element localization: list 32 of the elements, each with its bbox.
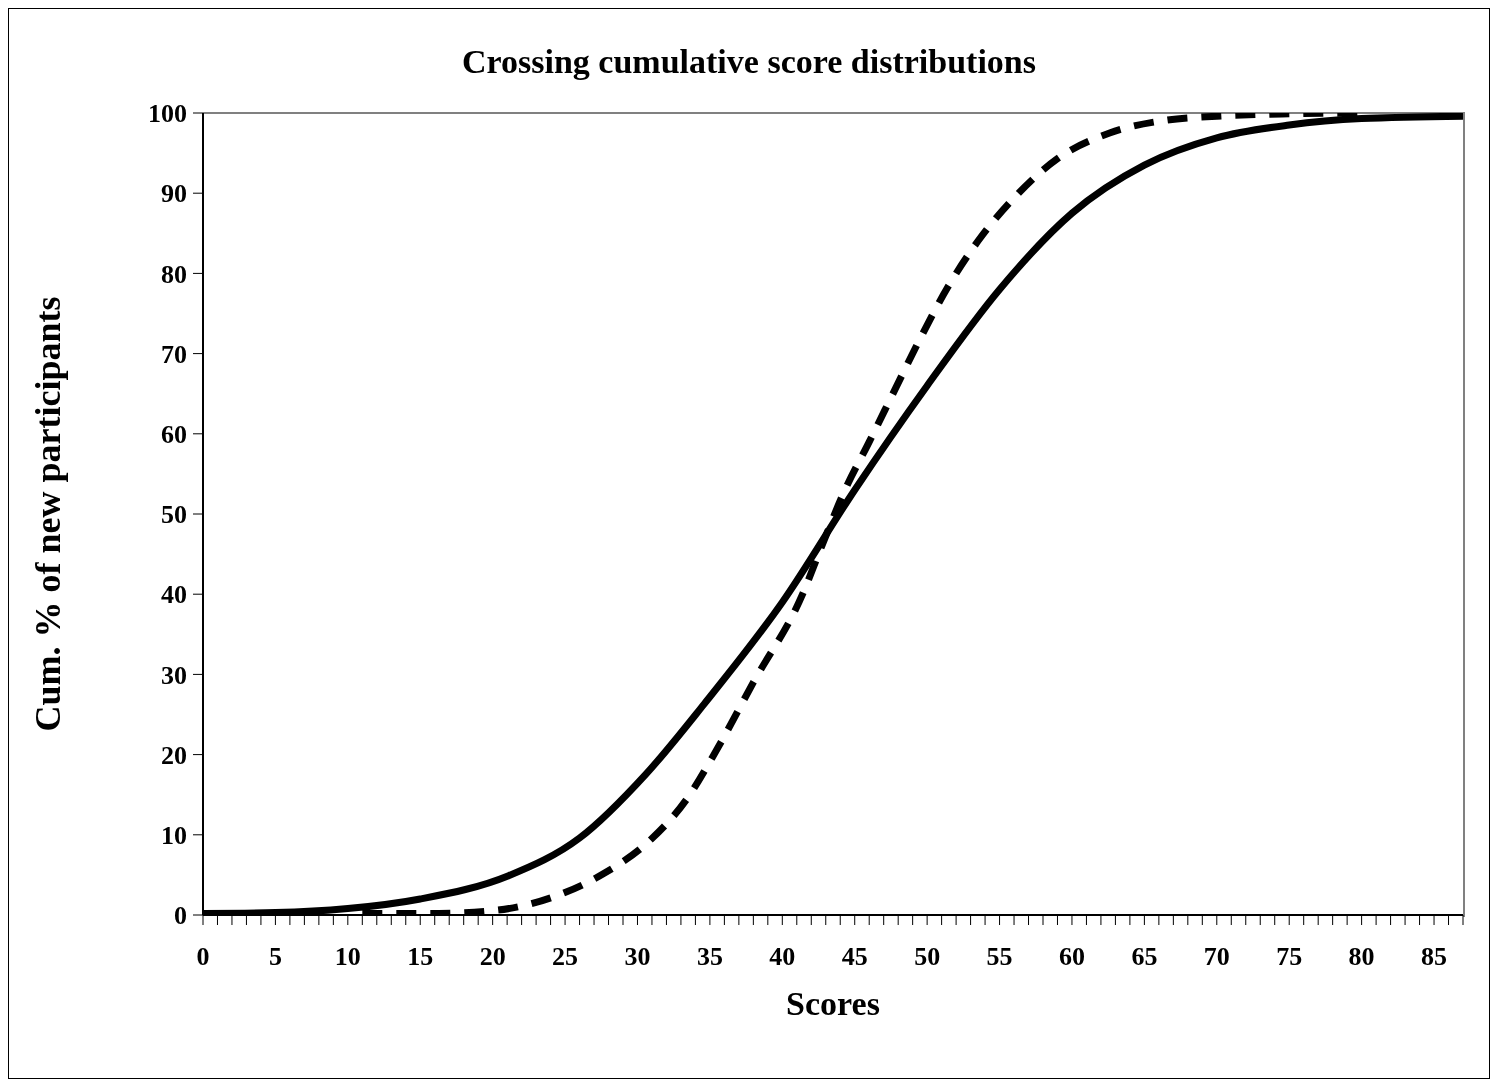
y-tick-label: 20 — [161, 740, 187, 770]
x-tick-label: 45 — [841, 942, 868, 972]
y-axis-title: Cum. % of new participants — [27, 296, 68, 732]
x-tick-label: 70 — [1203, 942, 1230, 972]
x-tick-label: 40 — [769, 942, 796, 972]
x-tick-label: 65 — [1131, 942, 1158, 972]
y-tick-label: 80 — [161, 259, 187, 289]
x-tick-label: 55 — [986, 942, 1013, 972]
x-tick-label: 85 — [1421, 942, 1448, 972]
x-axis-title: Scores — [786, 985, 880, 1022]
y-tick-label: 70 — [161, 339, 187, 369]
chart-title: Crossing cumulative score distributions — [461, 43, 1037, 81]
y-tick-label: 100 — [148, 99, 187, 129]
x-tick-label: 5 — [268, 942, 282, 972]
x-tick-label: 35 — [696, 942, 723, 972]
x-tick-label: 10 — [334, 942, 361, 972]
y-tick-label: 40 — [161, 580, 187, 610]
x-tick-label: 80 — [1348, 942, 1375, 972]
x-tick-label: 60 — [1058, 942, 1085, 972]
y-tick-label: 90 — [161, 179, 187, 209]
x-tick-label: 15 — [407, 942, 434, 972]
x-tick-label: 75 — [1276, 942, 1303, 972]
x-tick-label: 50 — [914, 942, 941, 972]
y-tick-label: 50 — [161, 500, 187, 530]
y-tick-label: 10 — [161, 821, 187, 851]
x-tick-label: 25 — [552, 942, 579, 972]
x-tick-label: 30 — [624, 942, 651, 972]
x-tick-label: 20 — [479, 942, 506, 972]
y-tick-label: 60 — [161, 420, 187, 450]
x-tick-label: 0 — [196, 942, 210, 972]
y-tick-label: 30 — [161, 660, 187, 690]
y-tick-label: 0 — [174, 901, 187, 931]
